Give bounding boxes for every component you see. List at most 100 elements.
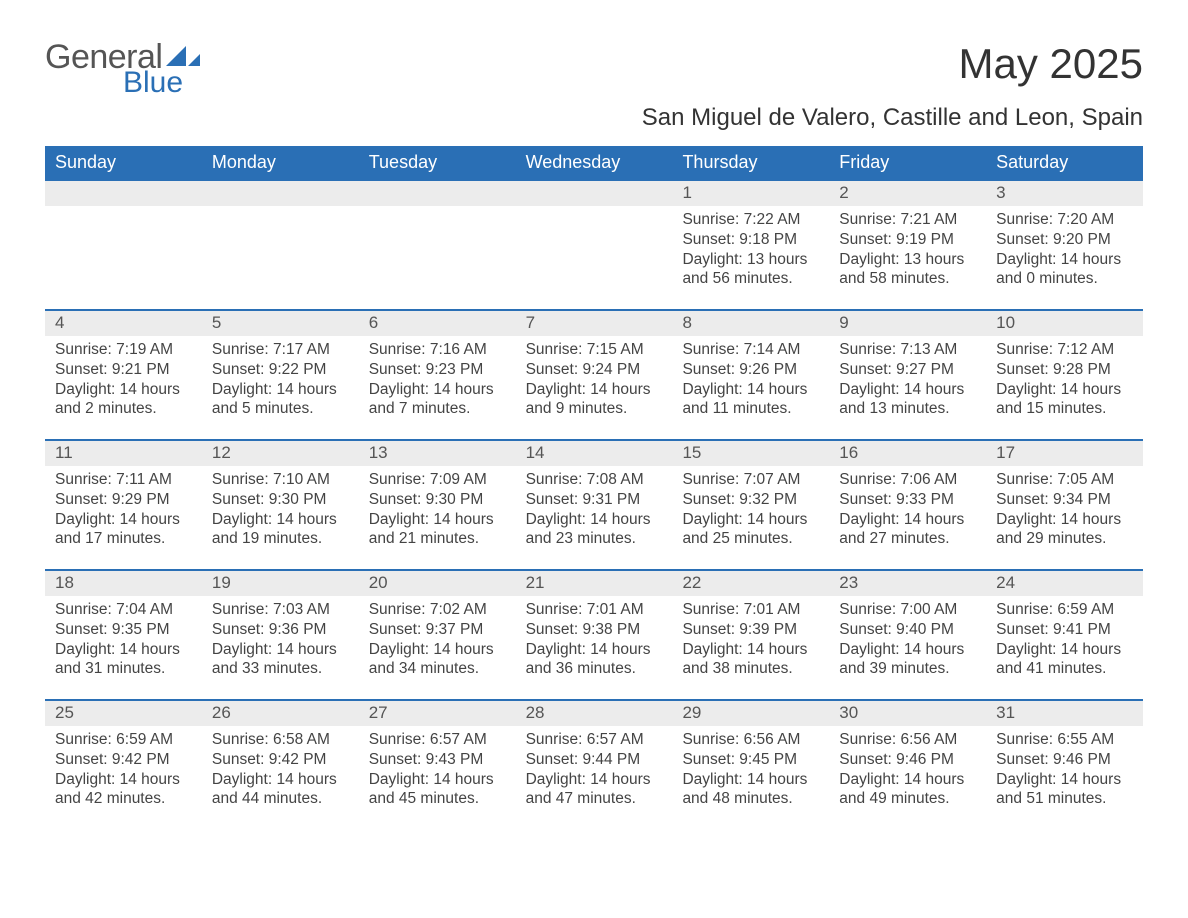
day-number: 17 bbox=[986, 441, 1143, 466]
day-details: Sunrise: 6:55 AMSunset: 9:46 PMDaylight:… bbox=[986, 726, 1143, 809]
weekday-header-row: SundayMondayTuesdayWednesdayThursdayFrid… bbox=[45, 146, 1143, 181]
logo: General Blue bbox=[45, 40, 200, 98]
calendar-day: 21Sunrise: 7:01 AMSunset: 9:38 PMDayligh… bbox=[516, 571, 673, 699]
day-number: 9 bbox=[829, 311, 986, 336]
sunrise-line: Sunrise: 7:13 AM bbox=[839, 340, 976, 360]
sunset-line: Sunset: 9:39 PM bbox=[682, 620, 819, 640]
sunset-line: Sunset: 9:24 PM bbox=[526, 360, 663, 380]
sunset-line: Sunset: 9:23 PM bbox=[369, 360, 506, 380]
daylight-line: Daylight: 14 hours and 48 minutes. bbox=[682, 770, 819, 810]
sunset-line: Sunset: 9:34 PM bbox=[996, 490, 1133, 510]
calendar-day bbox=[359, 181, 516, 309]
sunrise-line: Sunrise: 7:10 AM bbox=[212, 470, 349, 490]
calendar-week: 11Sunrise: 7:11 AMSunset: 9:29 PMDayligh… bbox=[45, 439, 1143, 569]
day-number: 16 bbox=[829, 441, 986, 466]
sunrise-line: Sunrise: 7:17 AM bbox=[212, 340, 349, 360]
day-details: Sunrise: 6:59 AMSunset: 9:42 PMDaylight:… bbox=[45, 726, 202, 809]
calendar-day: 30Sunrise: 6:56 AMSunset: 9:46 PMDayligh… bbox=[829, 701, 986, 829]
sunset-line: Sunset: 9:32 PM bbox=[682, 490, 819, 510]
calendar-week: 25Sunrise: 6:59 AMSunset: 9:42 PMDayligh… bbox=[45, 699, 1143, 829]
calendar-day bbox=[516, 181, 673, 309]
day-details: Sunrise: 6:57 AMSunset: 9:43 PMDaylight:… bbox=[359, 726, 516, 809]
daylight-line: Daylight: 14 hours and 15 minutes. bbox=[996, 380, 1133, 420]
sunset-line: Sunset: 9:45 PM bbox=[682, 750, 819, 770]
daylight-line: Daylight: 14 hours and 34 minutes. bbox=[369, 640, 506, 680]
sunrise-line: Sunrise: 7:05 AM bbox=[996, 470, 1133, 490]
daylight-line: Daylight: 14 hours and 29 minutes. bbox=[996, 510, 1133, 550]
day-details: Sunrise: 7:00 AMSunset: 9:40 PMDaylight:… bbox=[829, 596, 986, 679]
sunrise-line: Sunrise: 7:00 AM bbox=[839, 600, 976, 620]
sunrise-line: Sunrise: 7:04 AM bbox=[55, 600, 192, 620]
sunset-line: Sunset: 9:19 PM bbox=[839, 230, 976, 250]
day-number: 6 bbox=[359, 311, 516, 336]
daylight-line: Daylight: 14 hours and 5 minutes. bbox=[212, 380, 349, 420]
sunrise-line: Sunrise: 7:08 AM bbox=[526, 470, 663, 490]
day-number: 26 bbox=[202, 701, 359, 726]
sunset-line: Sunset: 9:27 PM bbox=[839, 360, 976, 380]
sunset-line: Sunset: 9:33 PM bbox=[839, 490, 976, 510]
calendar-day: 19Sunrise: 7:03 AMSunset: 9:36 PMDayligh… bbox=[202, 571, 359, 699]
sunset-line: Sunset: 9:22 PM bbox=[212, 360, 349, 380]
day-details: Sunrise: 6:58 AMSunset: 9:42 PMDaylight:… bbox=[202, 726, 359, 809]
sunrise-line: Sunrise: 7:15 AM bbox=[526, 340, 663, 360]
daylight-line: Daylight: 14 hours and 27 minutes. bbox=[839, 510, 976, 550]
day-details: Sunrise: 7:21 AMSunset: 9:19 PMDaylight:… bbox=[829, 206, 986, 289]
calendar-day: 4Sunrise: 7:19 AMSunset: 9:21 PMDaylight… bbox=[45, 311, 202, 439]
sunset-line: Sunset: 9:35 PM bbox=[55, 620, 192, 640]
day-number: 24 bbox=[986, 571, 1143, 596]
logo-text-blue: Blue bbox=[123, 68, 200, 98]
day-number: 22 bbox=[672, 571, 829, 596]
location-subtitle: San Miguel de Valero, Castille and Leon,… bbox=[45, 104, 1143, 132]
day-details: Sunrise: 6:57 AMSunset: 9:44 PMDaylight:… bbox=[516, 726, 673, 809]
sunrise-line: Sunrise: 6:56 AM bbox=[682, 730, 819, 750]
sunrise-line: Sunrise: 7:03 AM bbox=[212, 600, 349, 620]
sunrise-line: Sunrise: 7:07 AM bbox=[682, 470, 819, 490]
daylight-line: Daylight: 14 hours and 17 minutes. bbox=[55, 510, 192, 550]
weekday-header: Sunday bbox=[45, 146, 202, 181]
calendar-week: 1Sunrise: 7:22 AMSunset: 9:18 PMDaylight… bbox=[45, 181, 1143, 309]
sunrise-line: Sunrise: 6:59 AM bbox=[996, 600, 1133, 620]
daylight-line: Daylight: 14 hours and 38 minutes. bbox=[682, 640, 819, 680]
day-number: 5 bbox=[202, 311, 359, 336]
calendar-day: 29Sunrise: 6:56 AMSunset: 9:45 PMDayligh… bbox=[672, 701, 829, 829]
day-number bbox=[202, 181, 359, 206]
sunrise-line: Sunrise: 7:01 AM bbox=[526, 600, 663, 620]
sunset-line: Sunset: 9:41 PM bbox=[996, 620, 1133, 640]
daylight-line: Daylight: 14 hours and 9 minutes. bbox=[526, 380, 663, 420]
day-details: Sunrise: 7:04 AMSunset: 9:35 PMDaylight:… bbox=[45, 596, 202, 679]
calendar-day: 5 Sunrise: 7:17 AMSunset: 9:22 PMDaylight… bbox=[202, 311, 359, 439]
daylight-line: Daylight: 14 hours and 45 minutes. bbox=[369, 770, 506, 810]
sunrise-line: Sunrise: 7:22 AM bbox=[682, 210, 819, 230]
daylight-line: Daylight: 14 hours and 19 minutes. bbox=[212, 510, 349, 550]
day-number bbox=[45, 181, 202, 206]
calendar-day bbox=[202, 181, 359, 309]
day-number: 19 bbox=[202, 571, 359, 596]
daylight-line: Daylight: 14 hours and 44 minutes. bbox=[212, 770, 349, 810]
calendar-day: 7Sunrise: 7:15 AMSunset: 9:24 PMDaylight… bbox=[516, 311, 673, 439]
sunrise-line: Sunrise: 7:06 AM bbox=[839, 470, 976, 490]
day-number: 28 bbox=[516, 701, 673, 726]
sunset-line: Sunset: 9:42 PM bbox=[55, 750, 192, 770]
calendar-day: 18Sunrise: 7:04 AMSunset: 9:35 PMDayligh… bbox=[45, 571, 202, 699]
sunset-line: Sunset: 9:38 PM bbox=[526, 620, 663, 640]
day-number: 4 bbox=[45, 311, 202, 336]
day-number bbox=[359, 181, 516, 206]
calendar-day: 9 Sunrise: 7:13 AMSunset: 9:27 PMDaylight… bbox=[829, 311, 986, 439]
day-number: 27 bbox=[359, 701, 516, 726]
daylight-line: Daylight: 14 hours and 42 minutes. bbox=[55, 770, 192, 810]
sunrise-line: Sunrise: 6:59 AM bbox=[55, 730, 192, 750]
calendar-day: 2Sunrise: 7:21 AMSunset: 9:19 PMDaylight… bbox=[829, 181, 986, 309]
daylight-line: Daylight: 14 hours and 13 minutes. bbox=[839, 380, 976, 420]
sunset-line: Sunset: 9:20 PM bbox=[996, 230, 1133, 250]
calendar-day: 15Sunrise: 7:07 AMSunset: 9:32 PMDayligh… bbox=[672, 441, 829, 569]
day-number: 3 bbox=[986, 181, 1143, 206]
sunrise-line: Sunrise: 6:56 AM bbox=[839, 730, 976, 750]
daylight-line: Daylight: 14 hours and 23 minutes. bbox=[526, 510, 663, 550]
day-details: Sunrise: 7:03 AMSunset: 9:36 PMDaylight:… bbox=[202, 596, 359, 679]
daylight-line: Daylight: 14 hours and 51 minutes. bbox=[996, 770, 1133, 810]
sunset-line: Sunset: 9:43 PM bbox=[369, 750, 506, 770]
day-number: 14 bbox=[516, 441, 673, 466]
day-details: Sunrise: 7:19 AMSunset: 9:21 PMDaylight:… bbox=[45, 336, 202, 419]
sunrise-line: Sunrise: 6:55 AM bbox=[996, 730, 1133, 750]
calendar-day: 23Sunrise: 7:00 AMSunset: 9:40 PMDayligh… bbox=[829, 571, 986, 699]
